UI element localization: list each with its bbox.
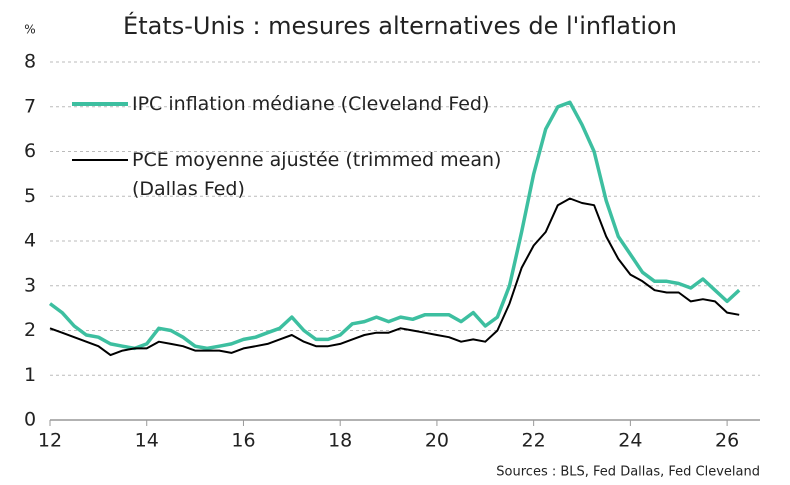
x-tick-label: 16 bbox=[231, 430, 255, 452]
legend-label: PCE moyenne ajustée (trimmed mean) (Dall… bbox=[132, 149, 502, 200]
y-tick-label: 3 bbox=[24, 274, 36, 296]
y-tick-label: 2 bbox=[24, 319, 36, 341]
source: Sources : BLS, Fed Dallas, Fed Cleveland bbox=[496, 465, 760, 480]
y-tick-label: 7 bbox=[24, 95, 36, 117]
x-tick-label: 20 bbox=[425, 430, 449, 452]
x-tick-label: 14 bbox=[135, 430, 159, 452]
x-tick-label: 18 bbox=[328, 430, 352, 452]
y-unit: % bbox=[24, 23, 35, 37]
x-tick-label: 24 bbox=[618, 430, 642, 452]
y-tick-label: 5 bbox=[24, 185, 36, 207]
y-tick-label: 1 bbox=[24, 364, 36, 386]
y-tick-label: 4 bbox=[24, 230, 36, 252]
x-tick-label: 26 bbox=[715, 430, 739, 452]
y-tick-label: 8 bbox=[24, 51, 36, 73]
y-tick-label: 6 bbox=[24, 140, 36, 162]
y-tick-label: 0 bbox=[24, 409, 36, 431]
legend-label: IPC inflation médiane (Cleveland Fed) bbox=[132, 93, 490, 115]
x-tick-label: 12 bbox=[38, 430, 62, 452]
series-line bbox=[49, 197, 740, 357]
chart-title: États-Unis : mesures alternatives de l'i… bbox=[123, 11, 677, 40]
series-line bbox=[48, 100, 741, 351]
x-tick-label: 22 bbox=[522, 430, 546, 452]
